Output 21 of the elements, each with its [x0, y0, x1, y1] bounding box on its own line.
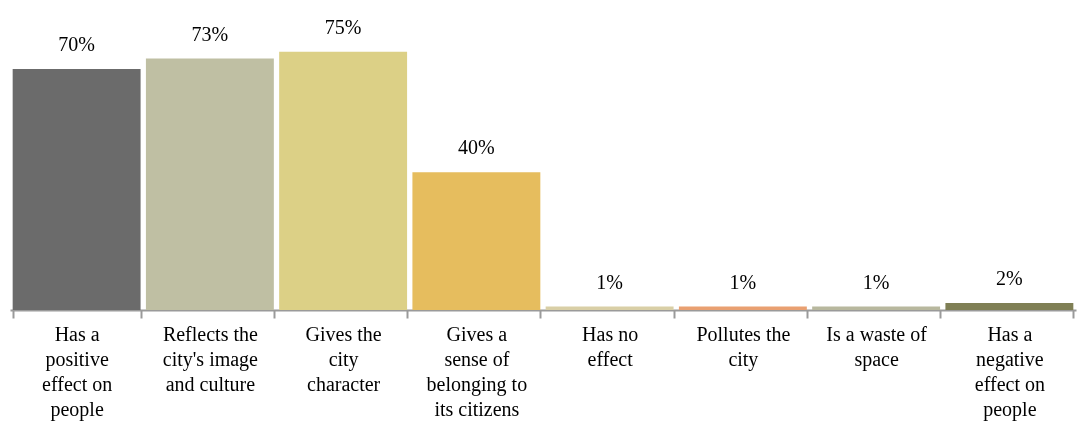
x-tick-label: Has a positive effect on people [42, 322, 113, 421]
bar [279, 51, 408, 310]
data-label: 1% [862, 270, 890, 293]
data-label: 75% [324, 15, 362, 38]
x-tick-label: Has a negative effect on people [974, 322, 1045, 421]
data-label: 70% [58, 32, 95, 55]
data-label: 40% [458, 136, 495, 159]
x-tick-label: Is a waste of space [826, 322, 928, 371]
x-tick-label: Gives a sense of belonging to its citizens [426, 322, 528, 420]
data-label: 73% [191, 22, 229, 45]
x-tick-label: Pollutes the city [696, 322, 791, 371]
x-tick-label: Reflects the city's image and culture [162, 322, 259, 395]
bar [12, 68, 141, 310]
bar [945, 303, 1074, 310]
x-tick-label: Has no effect [582, 322, 639, 370]
data-label: 1% [729, 270, 757, 293]
x-tick-label: Gives the city character [305, 322, 382, 395]
bar [145, 58, 274, 310]
data-label: 1% [596, 270, 623, 293]
bar [412, 172, 541, 310]
data-label: 2% [996, 267, 1023, 290]
